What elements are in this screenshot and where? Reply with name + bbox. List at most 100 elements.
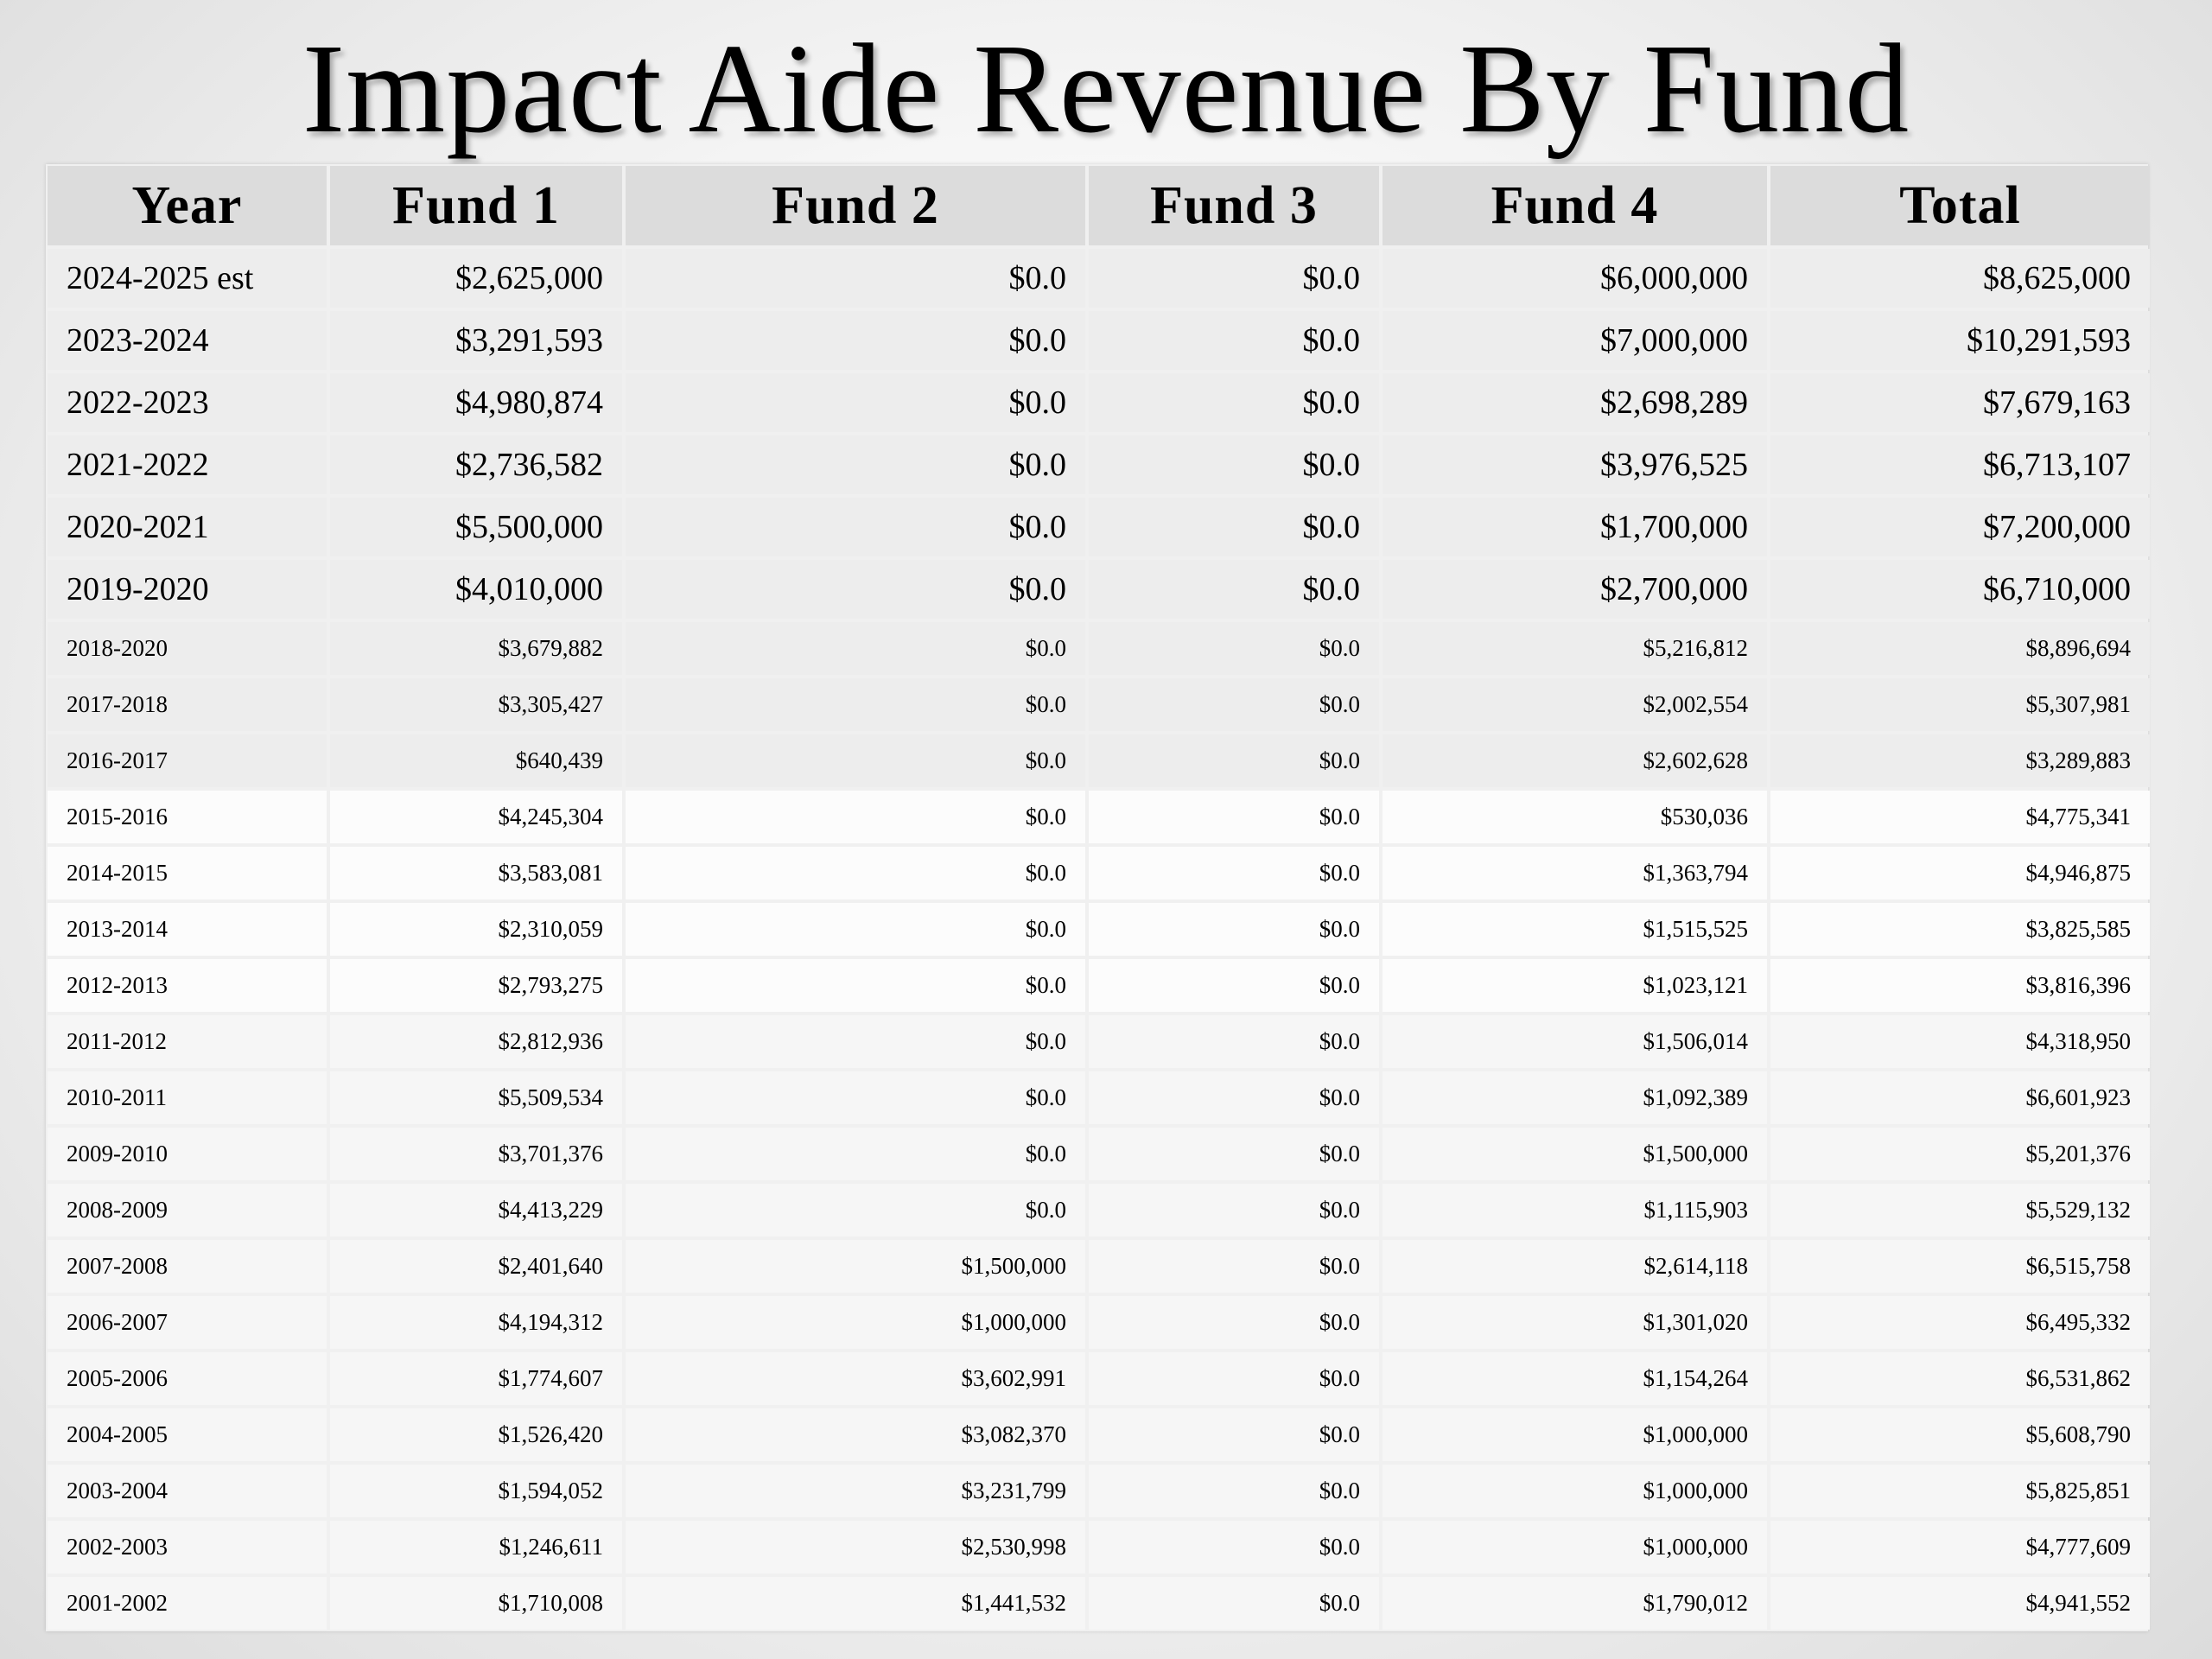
table-row: 2002-2003 $1,246,611 $2,530,998 $0.0 $1,000,… xyxy=(48,1521,2150,1573)
amount-cell: $4,413,229 xyxy=(330,1184,622,1236)
year-cell: 2021-2022 xyxy=(48,435,327,494)
table-row: 2003-2004 $1,594,052 $3,231,799 $0.0 $1,000,… xyxy=(48,1465,2150,1517)
year-cell: 2004-2005 xyxy=(48,1408,327,1461)
amount-cell: $7,200,000 xyxy=(1770,498,2150,556)
table-row: 2011-2012 $2,812,936 $0.0 $0.0 $1,506,014 $4,… xyxy=(48,1015,2150,1068)
amount-cell: $0.0 xyxy=(626,435,1085,494)
amount-cell: $0.0 xyxy=(626,373,1085,432)
amount-cell: $4,980,874 xyxy=(330,373,622,432)
amount-cell: $4,941,552 xyxy=(1770,1577,2150,1630)
table-row: 2015-2016 $4,245,304 $0.0 $0.0 $530,036 $4,77… xyxy=(48,791,2150,843)
amount-cell: $0.0 xyxy=(1089,959,1379,1012)
amount-cell: $0.0 xyxy=(1089,311,1379,370)
amount-cell: $2,736,582 xyxy=(330,435,622,494)
year-cell: 2017-2018 xyxy=(48,678,327,731)
amount-cell: $1,500,000 xyxy=(1382,1128,1767,1180)
year-cell: 2013-2014 xyxy=(48,903,327,956)
amount-cell: $2,698,289 xyxy=(1382,373,1767,432)
amount-cell: $1,000,000 xyxy=(1382,1465,1767,1517)
table-row: 2013-2014 $2,310,059 $0.0 $0.0 $1,515,525 $3,… xyxy=(48,903,2150,956)
amount-cell: $1,790,012 xyxy=(1382,1577,1767,1630)
amount-cell: $0.0 xyxy=(1089,847,1379,899)
table-row: 2007-2008 $2,401,640 $1,500,000 $0.0 $2,614,… xyxy=(48,1240,2150,1293)
column-header: Year xyxy=(48,166,327,245)
amount-cell: $0.0 xyxy=(626,791,1085,843)
amount-cell: $2,812,936 xyxy=(330,1015,622,1068)
year-cell: 2005-2006 xyxy=(48,1352,327,1405)
amount-cell: $0.0 xyxy=(626,249,1085,308)
amount-cell: $0.0 xyxy=(1089,1352,1379,1405)
table-row: 2006-2007 $4,194,312 $1,000,000 $0.0 $1,301,… xyxy=(48,1296,2150,1349)
year-cell: 2002-2003 xyxy=(48,1521,327,1573)
year-cell: 2018-2020 xyxy=(48,622,327,675)
year-cell: 2007-2008 xyxy=(48,1240,327,1293)
year-cell: 2009-2010 xyxy=(48,1128,327,1180)
amount-cell: $2,614,118 xyxy=(1382,1240,1767,1293)
amount-cell: $5,608,790 xyxy=(1770,1408,2150,1461)
amount-cell: $0.0 xyxy=(626,622,1085,675)
table-row: 2005-2006 $1,774,607 $3,602,991 $0.0 $1,154,… xyxy=(48,1352,2150,1405)
amount-cell: $1,363,794 xyxy=(1382,847,1767,899)
amount-cell: $6,601,923 xyxy=(1770,1071,2150,1124)
amount-cell: $1,700,000 xyxy=(1382,498,1767,556)
table-row: 2020-2021 $5,500,000 $0.0 $0.0 $1,700,000 $7,… xyxy=(48,498,2150,556)
year-cell: 2016-2017 xyxy=(48,734,327,787)
amount-cell: $0.0 xyxy=(1089,1408,1379,1461)
amount-cell: $0.0 xyxy=(1089,249,1379,308)
amount-cell: $3,289,883 xyxy=(1770,734,2150,787)
amount-cell: $3,825,585 xyxy=(1770,903,2150,956)
amount-cell: $3,291,593 xyxy=(330,311,622,370)
table-row: 2021-2022 $2,736,582 $0.0 $0.0 $3,976,525 $6,… xyxy=(48,435,2150,494)
amount-cell: $1,594,052 xyxy=(330,1465,622,1517)
amount-cell: $4,775,341 xyxy=(1770,791,2150,843)
amount-cell: $3,602,991 xyxy=(626,1352,1085,1405)
amount-cell: $0.0 xyxy=(1089,1521,1379,1573)
amount-cell: $1,500,000 xyxy=(626,1240,1085,1293)
amount-cell: $5,529,132 xyxy=(1770,1184,2150,1236)
amount-cell: $0.0 xyxy=(626,903,1085,956)
amount-cell: $1,774,607 xyxy=(330,1352,622,1405)
amount-cell: $0.0 xyxy=(1089,1240,1379,1293)
table-row: 2012-2013 $2,793,275 $0.0 $0.0 $1,023,121 $3,… xyxy=(48,959,2150,1012)
amount-cell: $3,305,427 xyxy=(330,678,622,731)
amount-cell: $4,777,609 xyxy=(1770,1521,2150,1573)
amount-cell: $3,231,799 xyxy=(626,1465,1085,1517)
amount-cell: $1,092,389 xyxy=(1382,1071,1767,1124)
amount-cell: $1,506,014 xyxy=(1382,1015,1767,1068)
amount-cell: $2,625,000 xyxy=(330,249,622,308)
amount-cell: $0.0 xyxy=(1089,1128,1379,1180)
amount-cell: $2,002,554 xyxy=(1382,678,1767,731)
amount-cell: $5,825,851 xyxy=(1770,1465,2150,1517)
year-cell: 2006-2007 xyxy=(48,1296,327,1349)
year-cell: 2023-2024 xyxy=(48,311,327,370)
amount-cell: $4,245,304 xyxy=(330,791,622,843)
amount-cell: $6,495,332 xyxy=(1770,1296,2150,1349)
amount-cell: $0.0 xyxy=(626,847,1085,899)
amount-cell: $0.0 xyxy=(1089,498,1379,556)
column-header: Total xyxy=(1770,166,2150,245)
year-cell: 2020-2021 xyxy=(48,498,327,556)
table-row: 2010-2011 $5,509,534 $0.0 $0.0 $1,092,389 $6,… xyxy=(48,1071,2150,1124)
year-cell: 2019-2020 xyxy=(48,560,327,619)
amount-cell: $530,036 xyxy=(1382,791,1767,843)
table-row: 2023-2024 $3,291,593 $0.0 $0.0 $7,000,000 $10… xyxy=(48,311,2150,370)
table-row: 2019-2020 $4,010,000 $0.0 $0.0 $2,700,000 $6,… xyxy=(48,560,2150,619)
amount-cell: $0.0 xyxy=(626,734,1085,787)
amount-cell: $0.0 xyxy=(1089,678,1379,731)
amount-cell: $1,000,000 xyxy=(1382,1408,1767,1461)
table-row: 2004-2005 $1,526,420 $3,082,370 $0.0 $1,000,… xyxy=(48,1408,2150,1461)
table-row: 2009-2010 $3,701,376 $0.0 $0.0 $1,500,000 $5,… xyxy=(48,1128,2150,1180)
amount-cell: $1,515,525 xyxy=(1382,903,1767,956)
amount-cell: $1,246,611 xyxy=(330,1521,622,1573)
amount-cell: $3,583,081 xyxy=(330,847,622,899)
amount-cell: $1,154,264 xyxy=(1382,1352,1767,1405)
amount-cell: $1,023,121 xyxy=(1382,959,1767,1012)
table-row: 2024-2025 est $2,625,000 $0.0 $0.0 $6,000,00… xyxy=(48,249,2150,308)
amount-cell: $0.0 xyxy=(1089,560,1379,619)
amount-cell: $0.0 xyxy=(1089,1577,1379,1630)
amount-cell: $7,679,163 xyxy=(1770,373,2150,432)
amount-cell: $640,439 xyxy=(330,734,622,787)
amount-cell: $0.0 xyxy=(1089,1296,1379,1349)
amount-cell: $2,310,059 xyxy=(330,903,622,956)
amount-cell: $1,710,008 xyxy=(330,1577,622,1630)
